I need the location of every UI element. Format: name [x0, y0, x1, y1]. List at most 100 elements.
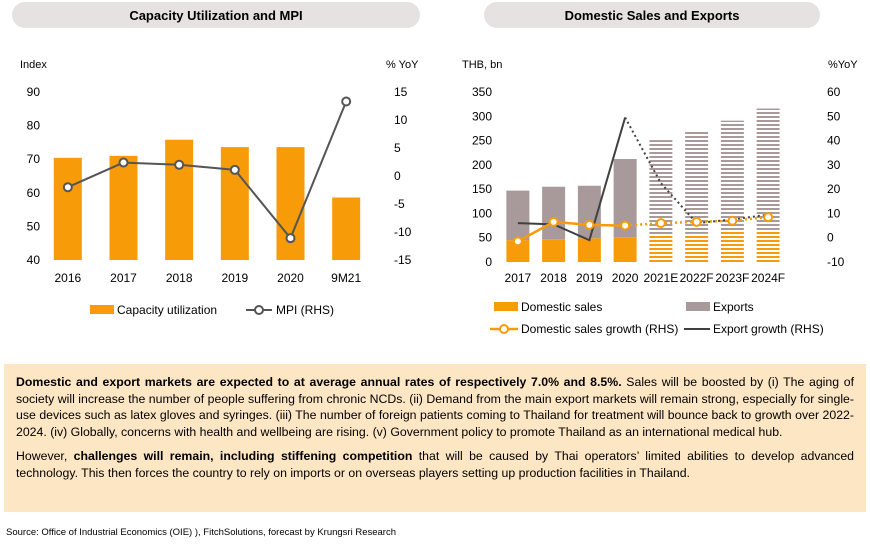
commentary-box: Domestic and export markets are expected… [4, 364, 866, 512]
left-tick-label: 60 [27, 186, 41, 200]
legend-label-domestic: Domestic sales [521, 300, 602, 314]
domestic-sales-bar [613, 237, 637, 262]
left-tick-label: 100 [472, 206, 492, 220]
commentary-2-bold: challenges will remain, including stiffe… [73, 449, 413, 463]
x-tick-label: 2023F [715, 271, 749, 285]
left-axis-title: Index [20, 59, 47, 71]
commentary-1-rest: Sales will be boosted by (i) The aging o… [16, 375, 854, 439]
right-axis-title: %YoY [828, 59, 858, 71]
commentary-paragraph-1: Domestic and export markets are expected… [16, 374, 854, 440]
left-tick-label: 40 [27, 253, 41, 267]
legend-swatch-capacity [90, 305, 114, 314]
x-tick-label: 2020 [277, 271, 304, 285]
domestic-sales-bar [577, 238, 601, 262]
right-tick-label: 20 [827, 182, 841, 196]
exports-bar [649, 140, 673, 236]
left-tick-label: 50 [479, 231, 493, 245]
domestic-growth-point [620, 220, 631, 231]
domestic-sales-bar [649, 235, 673, 262]
left-tick-label: 80 [27, 119, 41, 133]
mpi-point [285, 233, 296, 244]
capacity-mpi-chart: Index % YoY 40 50 60 70 80 90 -15 -10 -5 0 5 10 15 2016… [20, 59, 419, 317]
domestic-sales-bar [720, 231, 744, 262]
exports-bar [720, 120, 744, 232]
left-tick-label: 0 [485, 255, 492, 269]
x-tick-label: 2018 [540, 271, 567, 285]
x-tick-label: 2019 [576, 271, 603, 285]
right-tick-label: -10 [827, 255, 845, 269]
mpi-point [229, 164, 240, 175]
legend-label-mpi: MPI (RHS) [276, 303, 334, 317]
domestic-sales-bar [756, 229, 780, 262]
legend-marker-domestic-growth [499, 324, 509, 334]
domestic-growth-point [691, 216, 702, 227]
right-tick-label: 50 [827, 109, 841, 123]
domestic-growth-point [763, 212, 774, 223]
right-tick-label: 0 [394, 169, 401, 183]
right-tick-label: -10 [394, 225, 412, 239]
sales-exports-chart: THB, bn %YoY 0 50 100 150 200 250 300 350 -10 0 10 20… [462, 59, 858, 336]
exports-bar [613, 159, 637, 238]
right-tick-label: 0 [827, 231, 834, 245]
right-tick-label: -15 [394, 253, 412, 267]
capacity-bar [165, 139, 194, 260]
commentary-paragraph-2: However, challenges will remain, includi… [16, 448, 854, 481]
capacity-bar [53, 157, 82, 260]
domestic-sales-bar [542, 239, 566, 262]
right-tick-label: 10 [827, 206, 841, 220]
domestic-growth-point [655, 218, 666, 229]
source-note: Source: Office of Industrial Economics (… [6, 527, 397, 538]
domestic-growth-point [548, 216, 559, 227]
exports-bar [756, 108, 780, 230]
legend-label-domestic-growth: Domestic sales growth (RHS) [521, 322, 678, 336]
right-tick-label: 5 [394, 141, 401, 155]
export-growth-forecast-line [624, 117, 769, 225]
right-tick-label: 15 [394, 85, 408, 99]
right-tick-label: 10 [394, 113, 408, 127]
exports-bar [685, 130, 709, 234]
x-tick-label: 2017 [110, 271, 137, 285]
domestic-growth-point [512, 236, 523, 247]
legend-swatch-exports [686, 302, 710, 311]
left-tick-label: 300 [472, 109, 492, 123]
left-tick-label: 200 [472, 158, 492, 172]
x-tick-label: 2019 [221, 271, 248, 285]
commentary-1-bold: Domestic and export markets are expected… [16, 375, 622, 389]
legend-label-capacity: Capacity utilization [117, 303, 217, 317]
commentary-2-start: However, [16, 449, 74, 463]
mpi-point [118, 157, 129, 168]
capacity-bar [109, 155, 138, 260]
legend-label-export-growth: Export growth (RHS) [713, 322, 824, 336]
right-tick-label: 60 [827, 85, 841, 99]
x-tick-label: 2018 [166, 271, 193, 285]
left-tick-label: 50 [27, 219, 41, 233]
left-axis-title: THB, bn [462, 59, 502, 71]
left-tick-label: 150 [472, 182, 492, 196]
x-tick-label: 2024F [751, 271, 785, 285]
right-tick-label: 30 [827, 158, 841, 172]
right-tick-label: 40 [827, 134, 841, 148]
exports-bar [542, 186, 566, 240]
capacity-bar [332, 197, 361, 260]
left-tick-label: 90 [27, 85, 41, 99]
left-chart-title: Capacity Utilization and MPI [12, 2, 420, 28]
left-tick-label: 250 [472, 134, 492, 148]
legend-swatch-domestic [494, 302, 518, 311]
right-axis-title: % YoY [386, 59, 419, 71]
domestic-sales-bar [685, 233, 709, 262]
export-growth-line [517, 117, 627, 242]
right-tick-label: -5 [394, 197, 405, 211]
x-tick-label: 2022F [680, 271, 714, 285]
legend-marker-mpi [254, 305, 264, 315]
left-tick-label: 350 [472, 85, 492, 99]
domestic-growth-point [584, 219, 595, 230]
x-tick-label: 2020 [612, 271, 639, 285]
domestic-growth-line [517, 220, 626, 243]
x-tick-label: 2021E [644, 271, 679, 285]
capacity-bar [220, 147, 249, 260]
x-tick-label: 2017 [505, 271, 532, 285]
exports-bar [506, 190, 530, 241]
mpi-line [67, 101, 348, 241]
mpi-point [62, 182, 73, 193]
left-tick-label: 70 [27, 152, 41, 166]
